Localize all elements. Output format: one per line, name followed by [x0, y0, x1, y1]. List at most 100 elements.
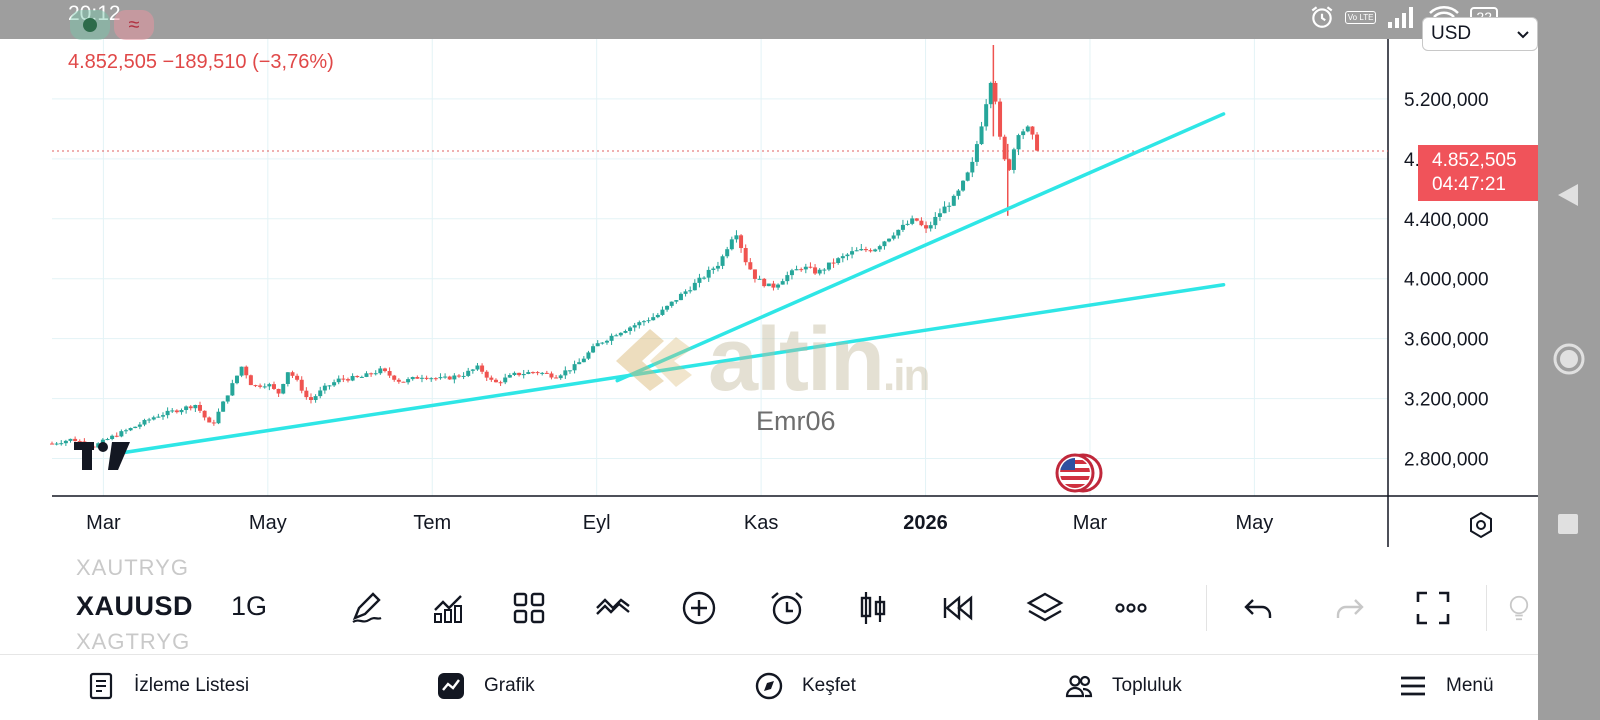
candle-body [808, 266, 813, 268]
green-dot-icon[interactable] [70, 10, 110, 40]
candle-body [882, 241, 887, 247]
candle-body [271, 384, 276, 389]
candle-body [854, 250, 859, 252]
candle-body [1007, 159, 1012, 170]
undo-icon[interactable] [1236, 585, 1282, 631]
layers-icon[interactable] [1022, 585, 1068, 631]
candle-body [1016, 135, 1021, 150]
watchlist-icon [89, 672, 113, 700]
candle-body [142, 419, 147, 425]
back-triangle-icon[interactable] [1556, 182, 1580, 214]
candle-body [554, 377, 559, 379]
candle-type-icon[interactable] [850, 585, 896, 631]
last-price: 4.852,505 [1432, 150, 1517, 171]
candle-body [248, 375, 253, 386]
candle-body [826, 262, 831, 270]
candle-body [77, 441, 82, 443]
candle-body [308, 397, 313, 400]
candle-body [655, 314, 660, 318]
nav-explore[interactable]: Keşfet [754, 671, 856, 701]
candle-body [470, 369, 475, 371]
recents-square-icon[interactable] [1556, 512, 1580, 542]
tradingview-logo-icon[interactable] [74, 442, 132, 472]
symbol-selector[interactable]: XAUUSD [76, 591, 194, 621]
compare-icon[interactable] [590, 585, 636, 631]
candle-body [785, 275, 790, 282]
candle-body [392, 375, 397, 380]
price-chart[interactable]: 5.200,0004.800,0004.400,0004.000,0003.60… [0, 39, 1538, 559]
chevron-down-icon [1517, 23, 1529, 45]
candle-body [651, 317, 656, 321]
candle-body [230, 383, 235, 396]
chart-area[interactable]: 5.200,0004.800,0004.400,0004.000,0003.60… [0, 10, 1538, 559]
candle-body [73, 438, 78, 442]
candle-body [466, 370, 471, 376]
nav-chart[interactable]: Grafik [436, 671, 535, 701]
replay-icon[interactable] [936, 585, 982, 631]
nav-community[interactable]: Topluluk [1064, 671, 1182, 701]
candle-body [295, 375, 300, 380]
nav-watchlist[interactable]: İzleme Listesi [86, 671, 249, 701]
symbol-prev[interactable]: XAUTRYG [76, 555, 189, 580]
status-time: 20:12 [68, 2, 121, 25]
x-tick-label: Mar [1073, 512, 1108, 534]
candle-body [748, 262, 753, 270]
idea-bulb-icon[interactable] [1504, 585, 1534, 631]
candle-body [96, 443, 101, 448]
candle-body [609, 335, 614, 341]
nav-menu[interactable]: Menü [1398, 671, 1494, 701]
layout-grid-icon[interactable] [506, 585, 552, 631]
candle-body [105, 439, 110, 441]
draw-pencil-icon[interactable] [344, 585, 390, 631]
candle-body [313, 396, 318, 400]
candle-body [877, 246, 882, 250]
candle-body [480, 365, 485, 372]
candle-body [817, 269, 822, 274]
candle-body [900, 224, 905, 230]
wave-icon[interactable]: ≈ [114, 10, 154, 40]
redo-icon[interactable] [1326, 585, 1372, 631]
candle-body [197, 405, 202, 411]
alert-clock-icon[interactable] [764, 585, 810, 631]
candle-body [521, 373, 526, 376]
candle-body [1030, 126, 1035, 135]
candle-body [1002, 136, 1007, 160]
candle-body [840, 256, 845, 259]
candle-body [697, 277, 702, 283]
candle-body [267, 384, 272, 387]
candle-body [258, 385, 263, 387]
candle-body [170, 410, 175, 412]
currency-select[interactable]: USD [1422, 17, 1538, 51]
candle-body [776, 284, 781, 288]
candle-body [618, 332, 623, 336]
y-tick-label: 3.200,000 [1404, 390, 1489, 411]
candle-body [887, 238, 892, 242]
bottom-nav: İzleme Listesi Grafik Keşfet Topluluk Me… [0, 655, 1538, 720]
y-tick-label: 3.600,000 [1404, 330, 1489, 351]
candle-body [803, 266, 808, 270]
candle-body [919, 220, 924, 226]
scale-settings-icon[interactable] [1466, 510, 1496, 540]
candle-body [119, 431, 124, 437]
interval-selector[interactable]: 1G [231, 591, 268, 621]
candle-body [410, 377, 415, 380]
candle-body [604, 340, 609, 343]
home-circle-icon[interactable] [1552, 342, 1586, 382]
candle-body [988, 82, 993, 105]
candle-body [799, 269, 804, 271]
fullscreen-icon[interactable] [1410, 585, 1456, 631]
candle-body [225, 395, 230, 402]
candle-body [498, 382, 503, 384]
candle-body [762, 278, 767, 287]
candle-body [628, 327, 633, 331]
candle-body [322, 385, 327, 391]
add-circle-icon[interactable] [676, 585, 722, 631]
more-dots-icon[interactable] [1108, 585, 1154, 631]
indicators-icon[interactable] [426, 585, 472, 631]
chart-icon [438, 673, 464, 699]
us-flag-icon[interactable] [1055, 452, 1103, 494]
candle-body [600, 342, 605, 344]
candle-body [660, 309, 665, 315]
candle-body [1021, 131, 1026, 136]
symbol-next[interactable]: XAGTRYG [76, 629, 191, 654]
